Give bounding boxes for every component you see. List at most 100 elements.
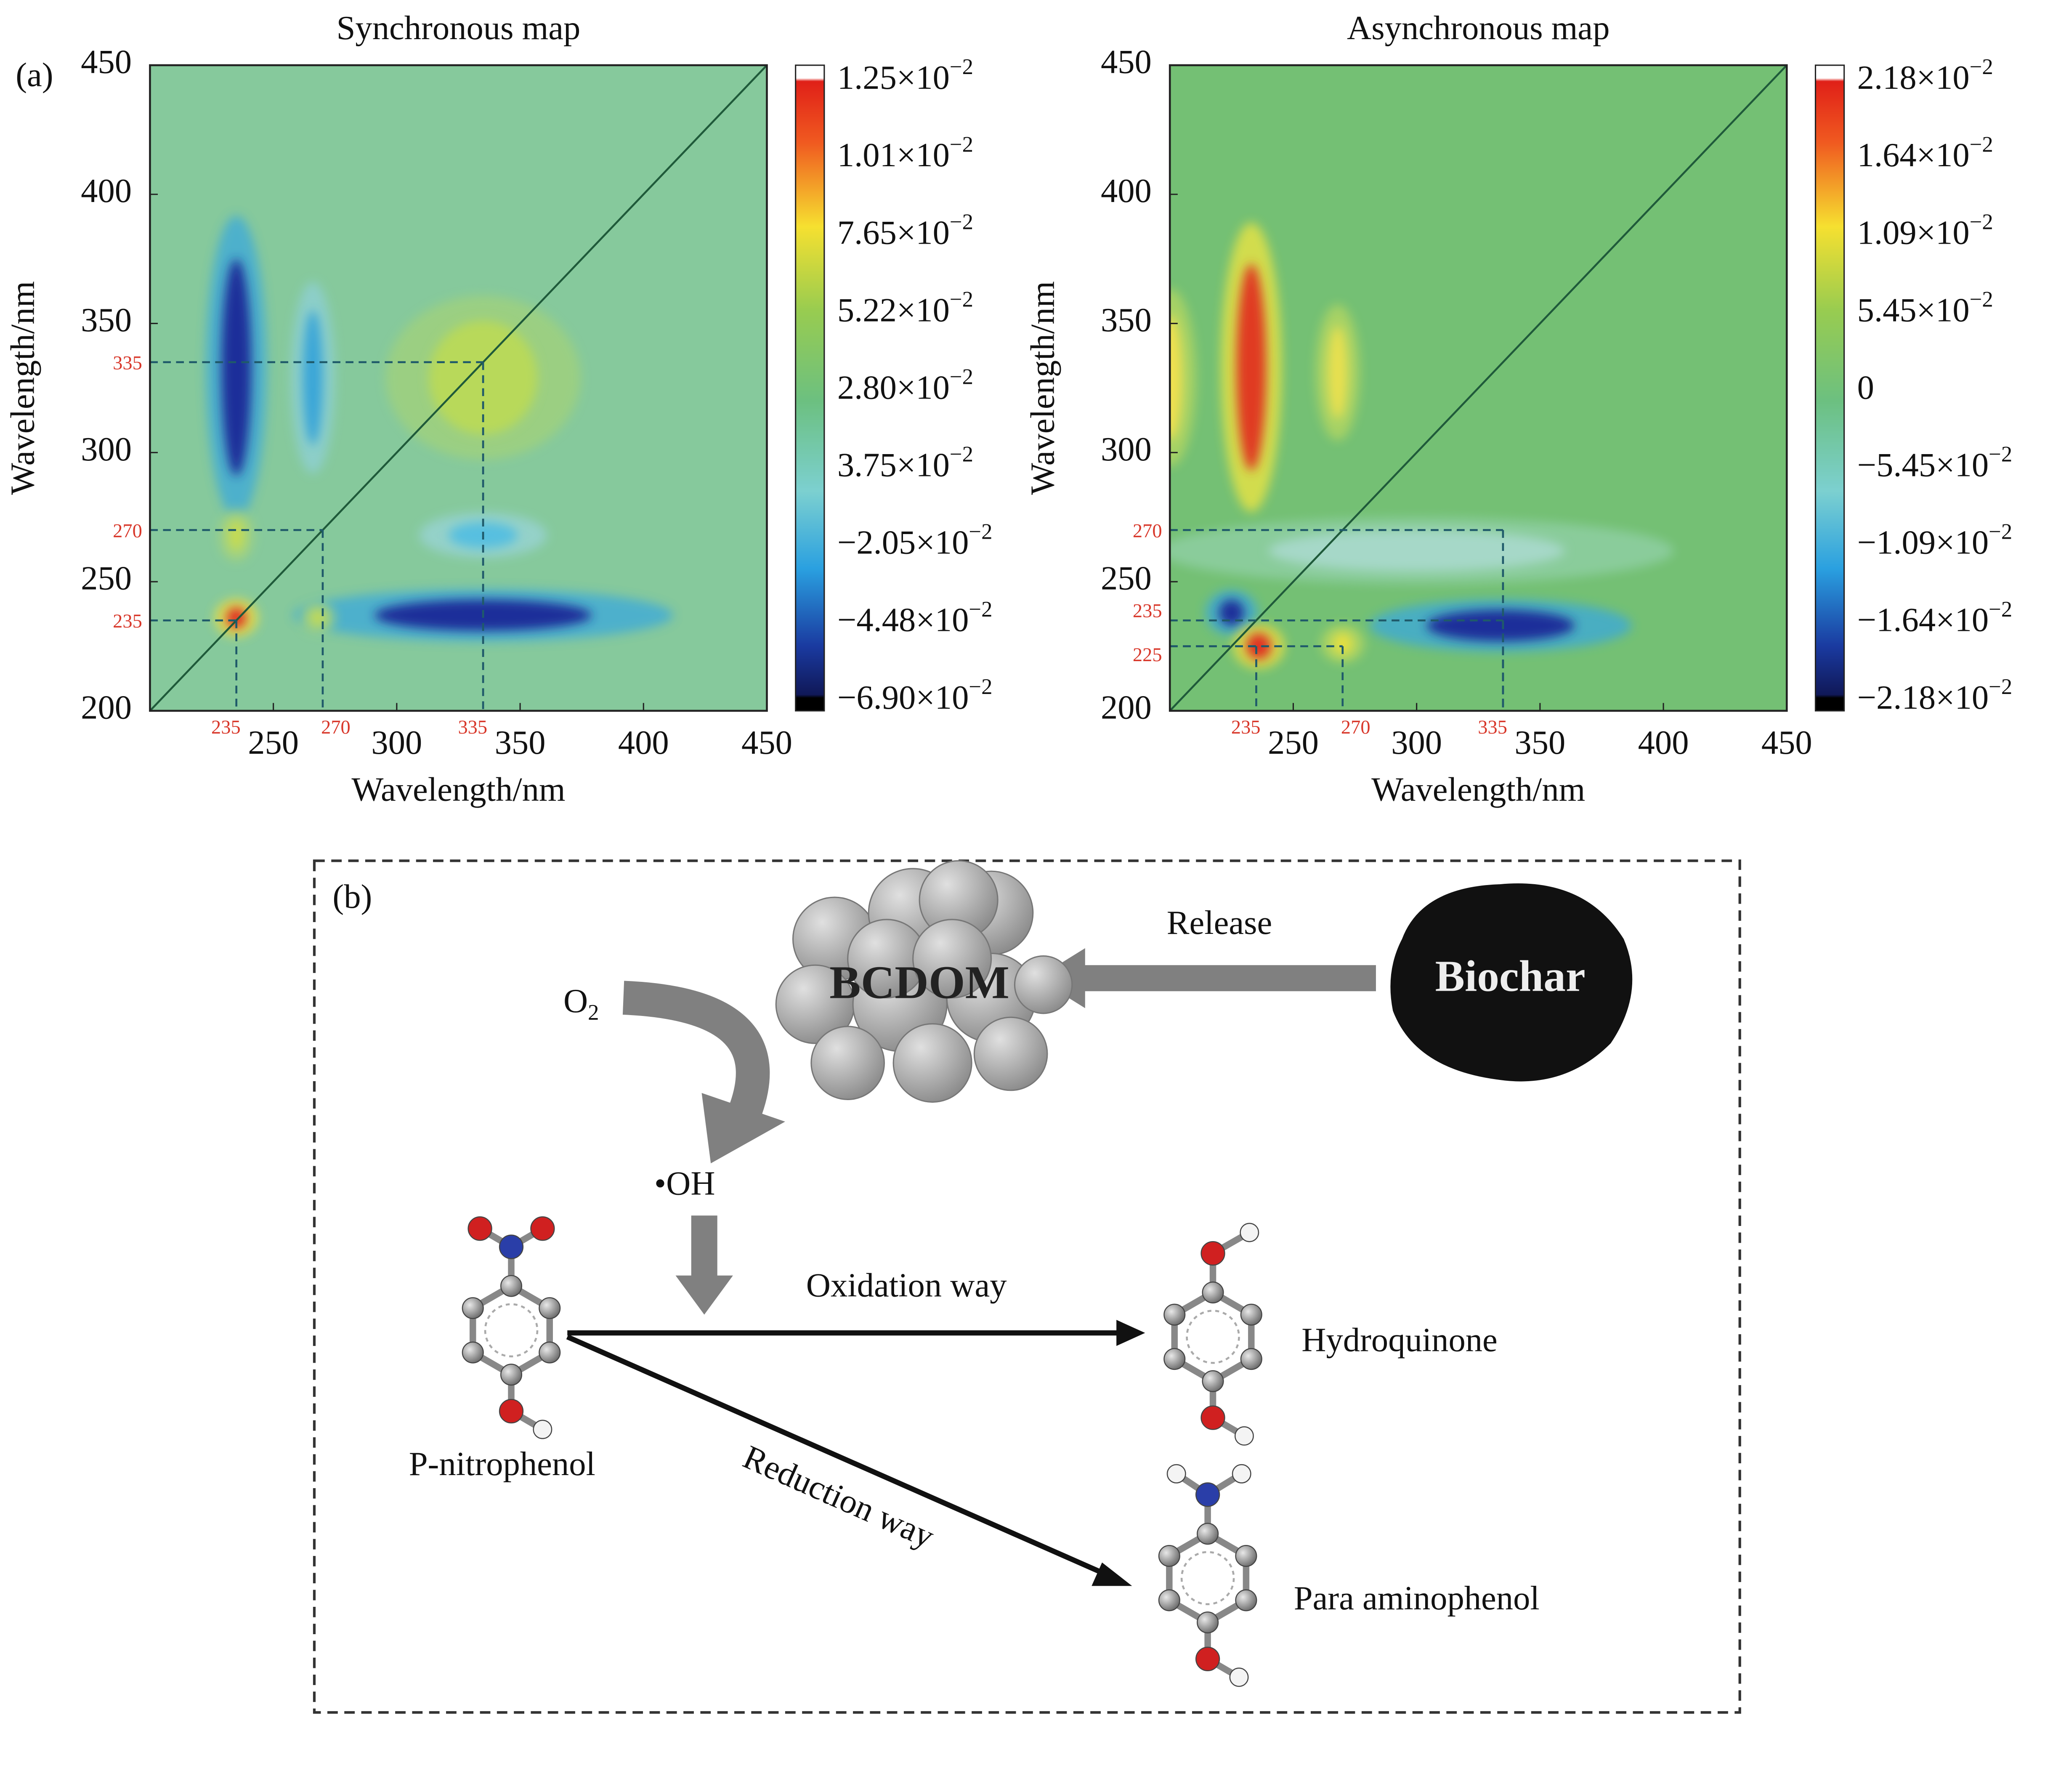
peak [1170,316,1182,440]
colorbar-label-base: 5.22×10 [837,291,950,329]
atom [499,1234,524,1259]
colorbar-label-base: −5.45×10 [1857,446,1989,484]
atom [500,1275,523,1297]
peak [1219,600,1244,626]
atom [1232,1464,1251,1484]
panel-frame [313,859,1741,1714]
colorbar-label: −4.48×10−2 [837,597,993,638]
hydroquinone-molecule [1163,1223,1262,1446]
peak [303,310,323,445]
p-nitrophenol-molecule [462,1216,561,1439]
atom [1235,1545,1257,1567]
colorbar-label-exp: −2 [1970,210,1993,234]
colorbar-label: 5.22×10−2 [837,287,973,329]
cloud-ball [973,1016,1048,1091]
aromatic-ring [1180,1551,1235,1606]
atom [1240,1348,1262,1370]
atom [1240,1303,1262,1326]
y-axis-label: Wavelength/nm [1024,281,1061,495]
peak [1328,326,1348,419]
colorbar-label-exp: −2 [950,287,973,312]
x-tick-label: 400 [618,724,669,761]
y-mark-label: 235 [113,611,142,632]
biochar-label: Biochar [1435,952,1586,1001]
colorbar-label-base: 1.01×10 [837,136,950,174]
colorbar-label-exp: −2 [969,520,992,544]
plot-frame [149,64,768,712]
colorbar-label: 3.75×10−2 [837,442,973,484]
x-mark-label: 235 [1231,717,1261,738]
colorbar-label: −6.90×10−2 [837,675,993,716]
y-axis-label: Wavelength/nm [4,281,41,495]
colorbar-label: 0 [1857,369,1874,406]
reactant-label: P-nitrophenol [409,1445,595,1483]
product-label: Para aminophenol [1294,1579,1540,1617]
x-mark-label: 270 [1341,717,1370,738]
atom [1163,1348,1186,1370]
oh-arrow-head [675,1275,733,1315]
peak [226,607,247,628]
y-tick-label: 300 [81,431,132,468]
o2-sub: 2 [588,1000,599,1025]
reduction-arrow [566,1334,1110,1578]
colorbar-label: −1.09×10−2 [1857,520,2013,561]
map-title: Synchronous map [337,9,581,47]
y-mark-label: 225 [1133,644,1162,666]
atom [1200,1405,1225,1430]
colorbar [795,64,825,712]
y-tick-label: 200 [1101,689,1152,726]
colorbar-label-base: 2.18×10 [1857,59,1970,96]
y-tick-label: 250 [1101,560,1152,597]
x-mark-label: 335 [1478,717,1507,738]
atom [1158,1589,1180,1611]
x-tick-label: 450 [1761,724,1812,761]
y-tick-label: 200 [81,689,132,726]
atom [1234,1426,1254,1446]
colorbar-label-exp: −2 [950,442,973,467]
colorbar-label-base: 0 [1857,369,1874,406]
colorbar-label-exp: −2 [950,55,973,79]
atom [1195,1482,1220,1507]
atom [1195,1646,1220,1672]
y-tick-label: 400 [81,172,132,210]
colorbar-label-exp: −2 [950,210,973,234]
x-tick-label: 450 [741,724,792,761]
colorbar-label-exp: −2 [969,675,992,699]
colorbar-label-exp: −2 [1970,287,1993,312]
colorbar-label-exp: −2 [950,132,973,157]
peak [229,519,244,551]
colorbar-label-base: 1.64×10 [1857,136,1970,174]
biochar [1390,883,1633,1082]
atom [533,1420,552,1439]
colorbar-label: 7.65×10−2 [837,210,973,251]
release-arrow [1069,965,1376,992]
colorbar-label-exp: −2 [969,597,992,622]
x-mark-label: 270 [321,717,351,738]
colorbar-label-base: 7.65×10 [837,214,950,251]
colorbar-label: 1.01×10−2 [837,132,973,173]
x-tick-label: 350 [1514,724,1565,761]
peak [310,610,325,626]
colorbar-label: 2.18×10−2 [1857,55,1993,96]
map-title: Asynchronous map [1347,9,1609,47]
oxidation-arrow-head [1116,1320,1145,1346]
atom [1229,1667,1249,1687]
y-tick-label: 450 [81,43,132,80]
peaks [1170,223,1674,669]
oh-arrow [691,1215,717,1279]
atom [1202,1282,1224,1304]
atom [1240,1223,1259,1242]
o2-arrow [622,981,770,1114]
atom [539,1341,561,1364]
colorbar-label-exp: −2 [1989,520,2012,544]
colorbar [1814,64,1845,712]
colorbar-label: 1.09×10−2 [1857,210,1993,251]
colorbar-label-base: 5.45×10 [1857,291,1970,329]
y-mark-label: 235 [1133,600,1162,622]
panel-label: (b) [332,878,372,915]
y-mark-label: 270 [1133,520,1162,542]
colorbar-label-base: −2.05×10 [837,524,969,561]
aromatic-ring [484,1303,539,1358]
colorbar-label-base: −4.48×10 [837,601,969,638]
colorbar-label: 1.25×10−2 [837,55,973,96]
